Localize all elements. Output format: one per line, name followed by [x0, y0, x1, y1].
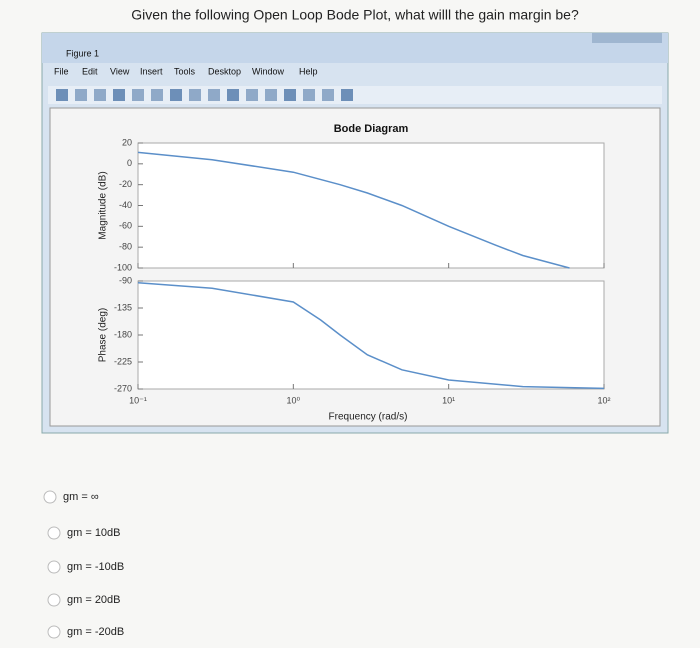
toolbar-button[interactable] — [151, 89, 163, 101]
menu-item[interactable]: Desktop — [208, 66, 241, 76]
toolbar-button[interactable] — [322, 89, 334, 101]
menu-item[interactable]: Window — [252, 66, 285, 76]
toolbar-button[interactable] — [246, 89, 258, 101]
radio-button[interactable] — [47, 625, 61, 639]
toolbar-button[interactable] — [284, 89, 296, 101]
y-tick-label: -100 — [114, 262, 132, 272]
chart-title: Bode Diagram — [334, 123, 409, 135]
radio-button[interactable] — [47, 593, 61, 607]
y-tick-label: -80 — [119, 242, 132, 252]
window-title: Figure 1 — [66, 48, 99, 58]
menu-item[interactable]: Tools — [174, 66, 196, 76]
option-label[interactable]: gm = ∞ — [63, 491, 99, 503]
y-tick-label: -135 — [114, 302, 132, 312]
toolbar-button[interactable] — [227, 89, 239, 101]
y-tick-label: -20 — [119, 179, 132, 189]
y-tick-label: -270 — [114, 383, 132, 393]
y-axis-label: Phase (deg) — [98, 308, 109, 362]
plot-area — [137, 142, 605, 269]
window-controls[interactable] — [592, 33, 662, 43]
title-bar — [42, 33, 668, 63]
y-tick-label: -40 — [119, 200, 132, 210]
toolbar-button[interactable] — [303, 89, 315, 101]
radio-button[interactable] — [43, 490, 57, 504]
radio-button[interactable] — [47, 560, 61, 574]
toolbar-button[interactable] — [189, 89, 201, 101]
question: Given the following Open Loop Bode Plot,… — [131, 7, 579, 23]
y-tick-label: -225 — [114, 356, 132, 366]
y-tick-label: -90 — [119, 275, 132, 285]
option-label[interactable]: gm = 10dB — [67, 527, 121, 539]
x-axis-label: Frequency (rad/s) — [329, 412, 408, 423]
radio-button[interactable] — [47, 526, 61, 540]
y-tick-label: 0 — [127, 158, 132, 168]
toolbar-button[interactable] — [341, 89, 353, 101]
toolbar-button[interactable] — [94, 89, 106, 101]
x-tick-label: 10¹ — [442, 395, 455, 405]
menu-item[interactable]: Edit — [82, 66, 98, 76]
bode-curve — [137, 151, 570, 269]
option-label[interactable]: gm = -20dB — [67, 626, 124, 638]
toolbar — [48, 86, 662, 104]
menu-item[interactable]: View — [110, 66, 130, 76]
option-label[interactable]: gm = -10dB — [67, 561, 124, 573]
menu-item[interactable]: File — [54, 66, 69, 76]
option-label[interactable]: gm = 20dB — [67, 594, 121, 606]
toolbar-button[interactable] — [113, 89, 125, 101]
plot-area — [137, 280, 605, 390]
toolbar-button[interactable] — [56, 89, 68, 101]
y-tick-label: -180 — [114, 329, 132, 339]
y-tick-label: 20 — [122, 137, 132, 147]
x-tick-label: 10⁰ — [287, 395, 301, 405]
toolbar-button[interactable] — [265, 89, 277, 101]
toolbar-button[interactable] — [75, 89, 87, 101]
toolbar-button[interactable] — [170, 89, 182, 101]
bode-curve — [137, 282, 605, 390]
menu-item[interactable]: Help — [299, 66, 318, 76]
x-tick-label: 10⁻¹ — [129, 395, 147, 405]
toolbar-button[interactable] — [132, 89, 144, 101]
menu-item[interactable]: Insert — [140, 66, 163, 76]
y-tick-label: -60 — [119, 221, 132, 231]
y-axis-label: Magnitude (dB) — [98, 171, 109, 239]
x-tick-label: 10² — [597, 395, 610, 405]
toolbar-button[interactable] — [208, 89, 220, 101]
